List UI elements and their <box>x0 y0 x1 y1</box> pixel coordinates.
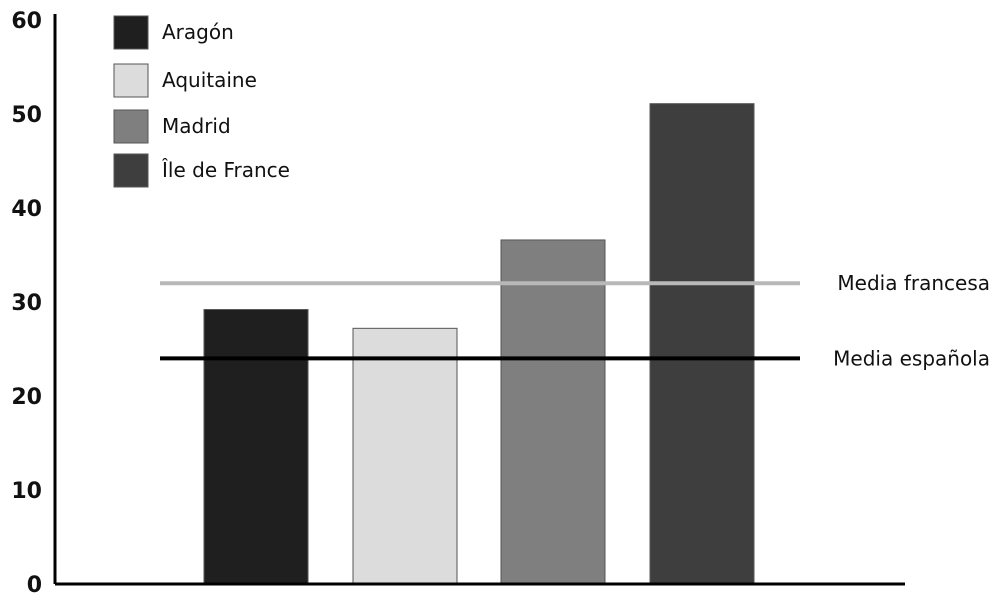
bar <box>500 239 606 585</box>
legend-label: Madrid <box>162 114 231 138</box>
y-tick-label: 60 <box>11 9 42 34</box>
legend-label: Aragón <box>162 20 234 44</box>
reference-line-label: Media francesa <box>837 271 990 295</box>
y-tick-label: 30 <box>11 291 42 316</box>
y-tick-label: 40 <box>11 197 42 222</box>
legend-swatch <box>113 15 149 50</box>
reference-line-label: Media española <box>833 346 990 370</box>
legend-label: Île de France <box>161 158 290 182</box>
legend-label: Aquitaine <box>162 68 257 92</box>
bar <box>649 103 755 585</box>
y-tick-label: 50 <box>11 103 42 128</box>
bar <box>352 327 458 585</box>
bars <box>203 103 755 585</box>
legend-swatch <box>113 109 149 144</box>
y-tick-label: 20 <box>11 385 42 410</box>
legend: Aragón Aquitaine Madrid Île de France <box>113 15 290 188</box>
reference-lines: Media francesa Media española <box>160 271 990 370</box>
y-tick-label: 0 <box>27 573 42 598</box>
legend-swatch <box>113 153 149 188</box>
y-axis-ticks: 0 10 20 30 40 50 60 <box>11 9 42 598</box>
axes <box>53 14 905 586</box>
y-tick-label: 10 <box>11 479 42 504</box>
legend-swatch <box>113 63 149 98</box>
bar <box>203 309 309 585</box>
